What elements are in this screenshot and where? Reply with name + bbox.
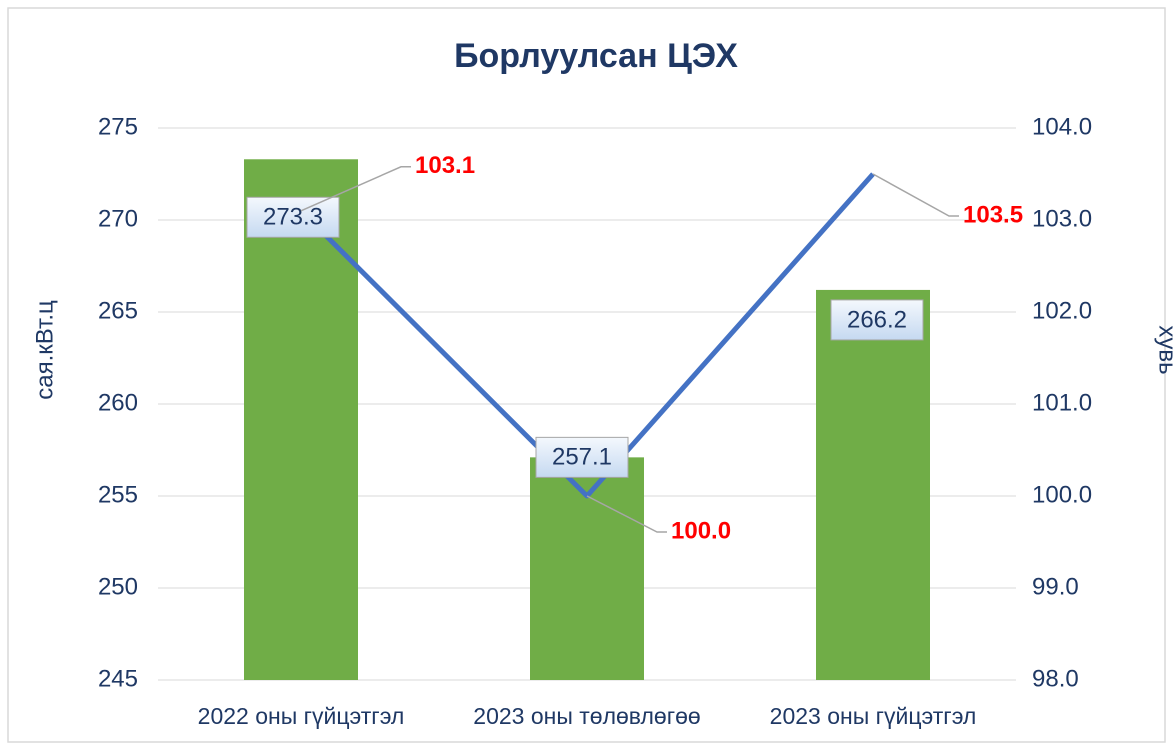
bar bbox=[816, 289, 930, 680]
y2-tick-label: 98.0 bbox=[1032, 665, 1079, 692]
bar bbox=[530, 457, 644, 680]
y2-tick-label: 102.0 bbox=[1032, 297, 1092, 324]
y-tick-label: 275 bbox=[98, 113, 138, 140]
x-tick-label: 2023 оны төлөвлөгөө bbox=[473, 703, 700, 729]
data-label: 257.1 bbox=[552, 444, 612, 471]
y2-tick-label: 100.0 bbox=[1032, 481, 1092, 508]
leader-line bbox=[300, 166, 411, 212]
data-label-box bbox=[246, 196, 340, 238]
y2-tick-label: 99.0 bbox=[1032, 573, 1079, 600]
y-tick-label: 250 bbox=[98, 573, 138, 600]
chart-title: Борлуулсан ЦЭХ bbox=[454, 37, 738, 75]
y-tick-label: 270 bbox=[98, 205, 138, 232]
x-tick-label: 2023 оны гүйцэтгэл bbox=[770, 703, 977, 729]
line-data-label: 103.5 bbox=[963, 201, 1023, 228]
y-tick-label: 265 bbox=[98, 297, 138, 324]
line-data-label: 100.0 bbox=[671, 517, 731, 544]
y-tick-label: 245 bbox=[98, 665, 138, 692]
data-label: 273.3 bbox=[263, 204, 323, 231]
line-data-label: 103.1 bbox=[415, 152, 475, 179]
data-label: 266.2 bbox=[847, 306, 907, 333]
data-label-box bbox=[535, 436, 629, 478]
y2-tick-label: 101.0 bbox=[1032, 389, 1092, 416]
leader-line bbox=[872, 173, 959, 217]
leader-line bbox=[586, 495, 667, 533]
y2-axis-title: хувь bbox=[1154, 325, 1174, 374]
data-label-box bbox=[830, 299, 924, 341]
x-tick-label: 2022 оны гүйцэтгэл bbox=[198, 703, 405, 729]
y-axis-title: сая.кВт.ц bbox=[31, 300, 58, 400]
y2-tick-label: 104.0 bbox=[1032, 113, 1092, 140]
y2-tick-label: 103.0 bbox=[1032, 205, 1092, 232]
y-tick-label: 255 bbox=[98, 481, 138, 508]
y-tick-label: 260 bbox=[98, 389, 138, 416]
